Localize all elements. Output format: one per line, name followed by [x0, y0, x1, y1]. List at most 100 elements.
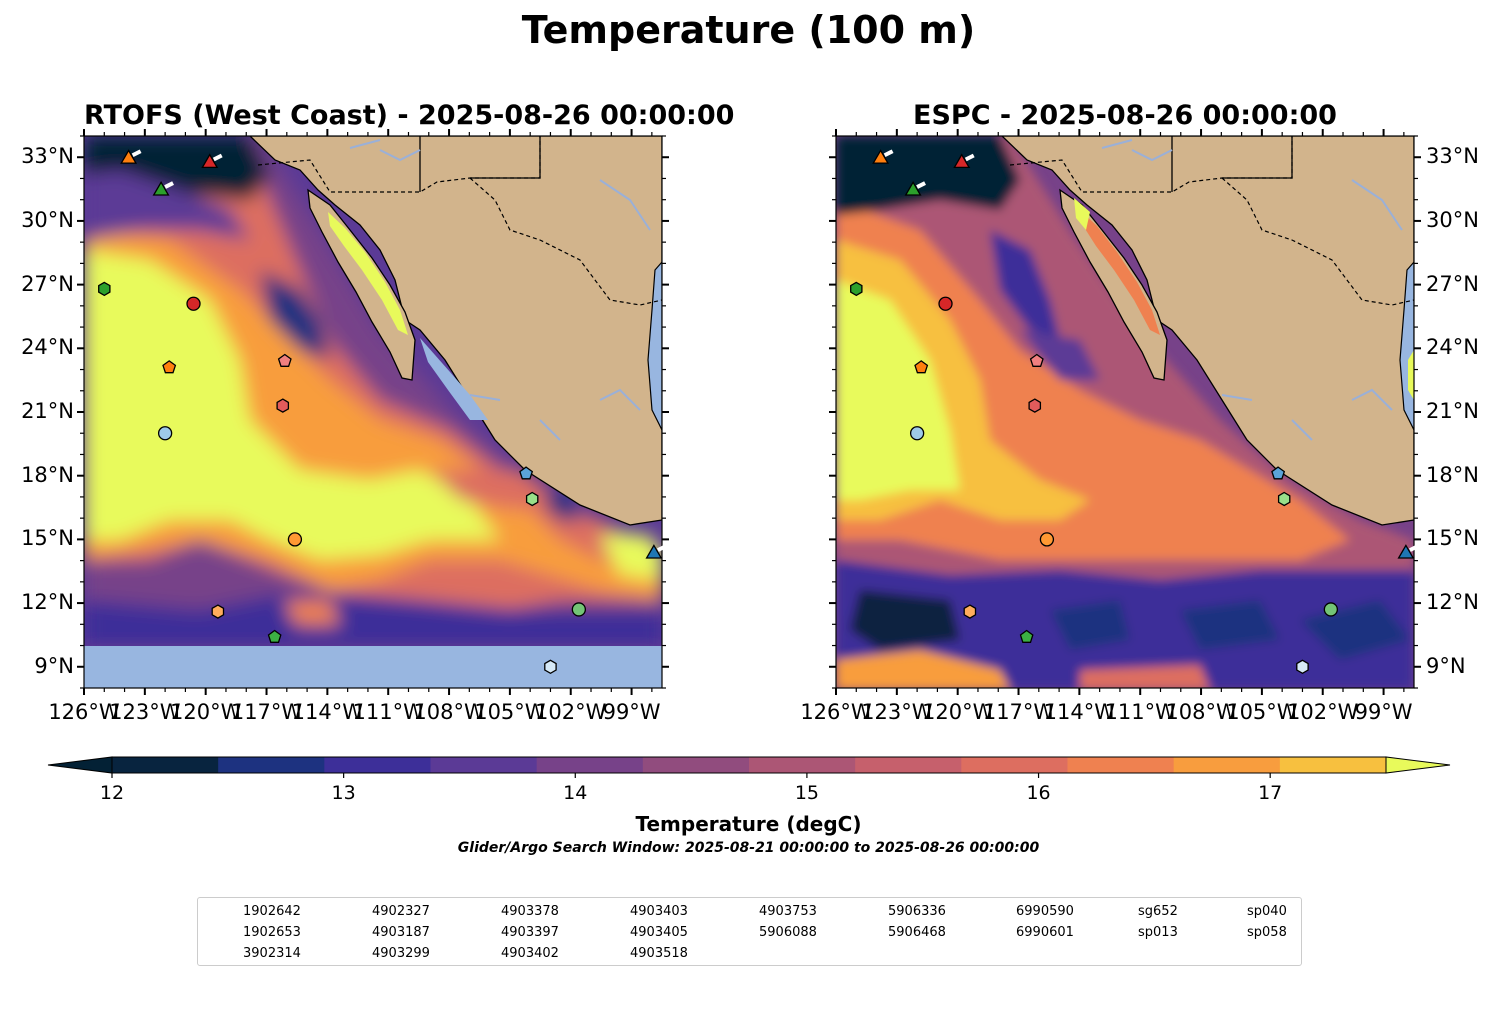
- x-tick-label: 111°W: [1104, 700, 1176, 724]
- y-tick-label: 9°N: [1426, 653, 1466, 678]
- platform-marker-6990590: [276, 398, 290, 413]
- x-tick-label: 102°W: [535, 700, 607, 724]
- platform-marker-4903187: [1296, 659, 1309, 675]
- y-tick-label: 30°N: [21, 207, 74, 232]
- colorbar-bin: [1067, 757, 1175, 773]
- colorbar-bin: [430, 757, 538, 773]
- legend-label-4903403: 4903403: [630, 904, 688, 919]
- platform-marker-4903378: [1039, 532, 1055, 547]
- x-tick-label: 120°W: [921, 700, 994, 724]
- glider-track: [656, 544, 667, 552]
- legend-label-1902642: 1902642: [243, 904, 301, 919]
- rtofs-axis-ticks: [77, 129, 669, 695]
- x-tick-label: 102°W: [1287, 700, 1359, 724]
- legend-label-6990601: 6990601: [1016, 925, 1074, 940]
- platform-marker-sg652: [1397, 544, 1415, 559]
- colorbar: [47, 756, 1451, 778]
- colorbar-over-extension: [1385, 756, 1451, 774]
- x-tick-label: 120°W: [169, 700, 242, 724]
- platform-marker-4902327: [157, 426, 173, 441]
- colorbar-bin: [855, 757, 962, 773]
- rtofs-platform-markers: [98, 149, 667, 675]
- legend-label-4903187: 4903187: [372, 925, 430, 940]
- legend-label-4902327: 4902327: [372, 904, 430, 919]
- figure-title: Temperature (100 m): [521, 8, 976, 52]
- glider-track: [883, 149, 894, 158]
- x-tick-label: 114°W: [291, 700, 364, 724]
- platform-marker-4902327: [909, 426, 925, 441]
- platform-marker-sp058: [201, 153, 219, 169]
- colorbar-bin: [536, 757, 644, 773]
- colorbar-bin: [324, 757, 432, 773]
- glider-track: [164, 181, 174, 189]
- glider-track: [1408, 544, 1419, 552]
- legend-label-4903405: 4903405: [630, 925, 688, 940]
- x-tick-label: 117°W: [982, 700, 1055, 724]
- glider-track: [131, 149, 142, 158]
- x-tick-label: 117°W: [230, 700, 303, 724]
- y-tick-label: 21°N: [21, 399, 74, 423]
- legend-label-4903753: 4903753: [759, 904, 817, 919]
- colorbar-outline: [111, 756, 1387, 774]
- y-tick-label: 30°N: [1426, 207, 1479, 232]
- platform-marker-4903397: [963, 604, 977, 619]
- rtofs-land: [249, 136, 662, 526]
- platform-marker-5906088: [525, 491, 539, 507]
- platform-marker-sp040: [152, 181, 170, 196]
- rtofs-panel-title: RTOFS (West Coast) - 2025-08-26 00:00:00: [84, 100, 735, 131]
- platform-marker-4903299: [162, 360, 177, 374]
- y-tick-label: 21°N: [1426, 399, 1479, 423]
- glider-track: [964, 153, 975, 162]
- colorbar-bin: [642, 757, 750, 773]
- x-tick-label: 105°W: [1226, 700, 1298, 724]
- platform-marker-3902314: [519, 466, 534, 480]
- y-tick-label: 33°N: [21, 144, 74, 169]
- platform-marker-4903378: [287, 532, 303, 547]
- platform-marker-5906088: [1277, 491, 1291, 507]
- legend-label-4903299: 4903299: [372, 946, 430, 961]
- glider-track: [916, 181, 926, 189]
- legend-label-5906336: 5906336: [888, 904, 946, 919]
- platform-marker-6990601: [277, 353, 292, 367]
- y-tick-label: 18°N: [21, 462, 74, 487]
- rtofs-temperature-field: [84, 136, 662, 688]
- platform-marker-4903405: [850, 281, 863, 297]
- x-tick-label: 126°W: [48, 700, 120, 724]
- platform-marker-6990601: [1029, 353, 1044, 367]
- colorbar-tick-label: 13: [331, 782, 356, 804]
- legend-label-4903518: 4903518: [630, 946, 688, 961]
- platform-marker-4903518: [267, 629, 282, 643]
- platform-marker-5906468: [938, 296, 953, 311]
- espc-panel-title: ESPC - 2025-08-26 00:00:00: [913, 100, 1337, 131]
- y-tick-label: 15°N: [21, 526, 74, 551]
- x-tick-label: 105°W: [474, 700, 546, 724]
- platform-marker-4903518: [1019, 629, 1034, 643]
- espc-map-panel: [829, 129, 1421, 695]
- platform-marker-sp013: [120, 149, 138, 164]
- espc-land: [1001, 136, 1414, 526]
- espc-axis-ticks: [829, 129, 1421, 695]
- y-tick-label: 12°N: [1426, 590, 1479, 615]
- platform-marker-sp058: [953, 153, 971, 169]
- platform-marker-4903753: [1323, 602, 1338, 617]
- x-tick-label: 99°W: [1354, 700, 1413, 724]
- platform-marker-sp040: [904, 181, 922, 196]
- colorbar-tick-label: 15: [794, 782, 819, 804]
- glider-track: [212, 153, 223, 162]
- colorbar-under-extension: [47, 756, 113, 774]
- y-tick-label: 27°N: [21, 271, 74, 296]
- espc-borders: [1009, 136, 1414, 441]
- rtofs-map-panel: [77, 129, 669, 695]
- y-tick-label: 24°N: [1426, 335, 1479, 360]
- x-tick-label: 114°W: [1043, 700, 1116, 724]
- x-tick-label: 123°W: [861, 700, 933, 724]
- colorbar-bin: [218, 757, 325, 773]
- colorbar-bin: [1173, 757, 1281, 773]
- legend-label-4903402: 4903402: [501, 946, 559, 961]
- legend-label-sp040: sp040: [1247, 904, 1287, 919]
- colorbar-bin: [749, 757, 856, 773]
- x-tick-label: 108°W: [1165, 700, 1237, 724]
- legend-label-sg652: sg652: [1138, 904, 1178, 919]
- y-tick-label: 9°N: [34, 653, 74, 678]
- legend-label-sp013: sp013: [1138, 925, 1178, 940]
